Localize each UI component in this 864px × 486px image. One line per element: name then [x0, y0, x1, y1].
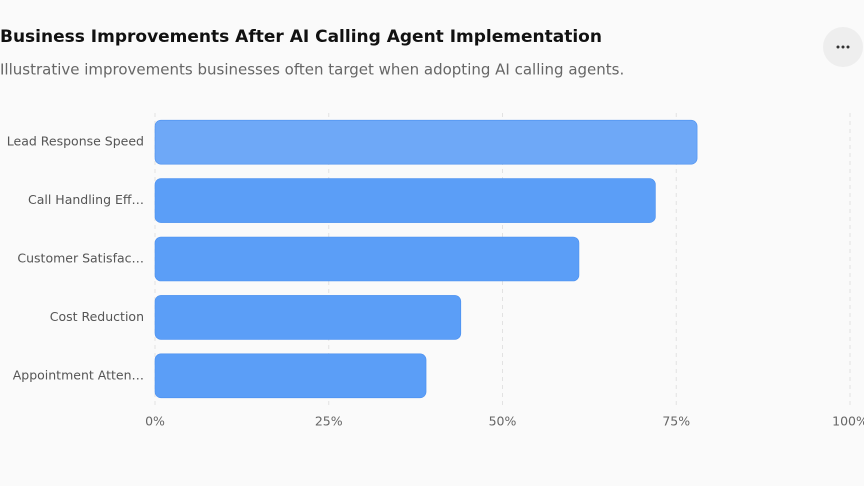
chart-subtitle: Illustrative improvements businesses oft…	[0, 61, 624, 79]
y-tick-label: Customer Satisfac…	[17, 251, 144, 266]
x-tick-label: 50%	[489, 414, 517, 429]
y-tick-label: Appointment Atten…	[13, 367, 144, 382]
y-tick-label: Lead Response Speed	[7, 134, 144, 149]
x-tick-label: 25%	[315, 414, 343, 429]
bar	[154, 236, 580, 282]
menu-dot	[846, 45, 850, 49]
menu-button[interactable]	[823, 27, 863, 67]
x-tick-label: 75%	[662, 414, 690, 429]
menu-dot	[836, 45, 840, 49]
chart-title: Business Improvements After AI Calling A…	[0, 27, 602, 47]
x-tick-label: 100%	[832, 414, 864, 429]
x-tick-label: 0%	[145, 414, 165, 429]
menu-dot	[841, 45, 845, 49]
y-tick-label: Cost Reduction	[50, 309, 144, 324]
y-tick-label: Call Handling Eff…	[28, 192, 144, 207]
bar	[154, 295, 462, 340]
bar	[154, 119, 698, 165]
bar	[154, 353, 427, 399]
bar	[154, 178, 656, 223]
